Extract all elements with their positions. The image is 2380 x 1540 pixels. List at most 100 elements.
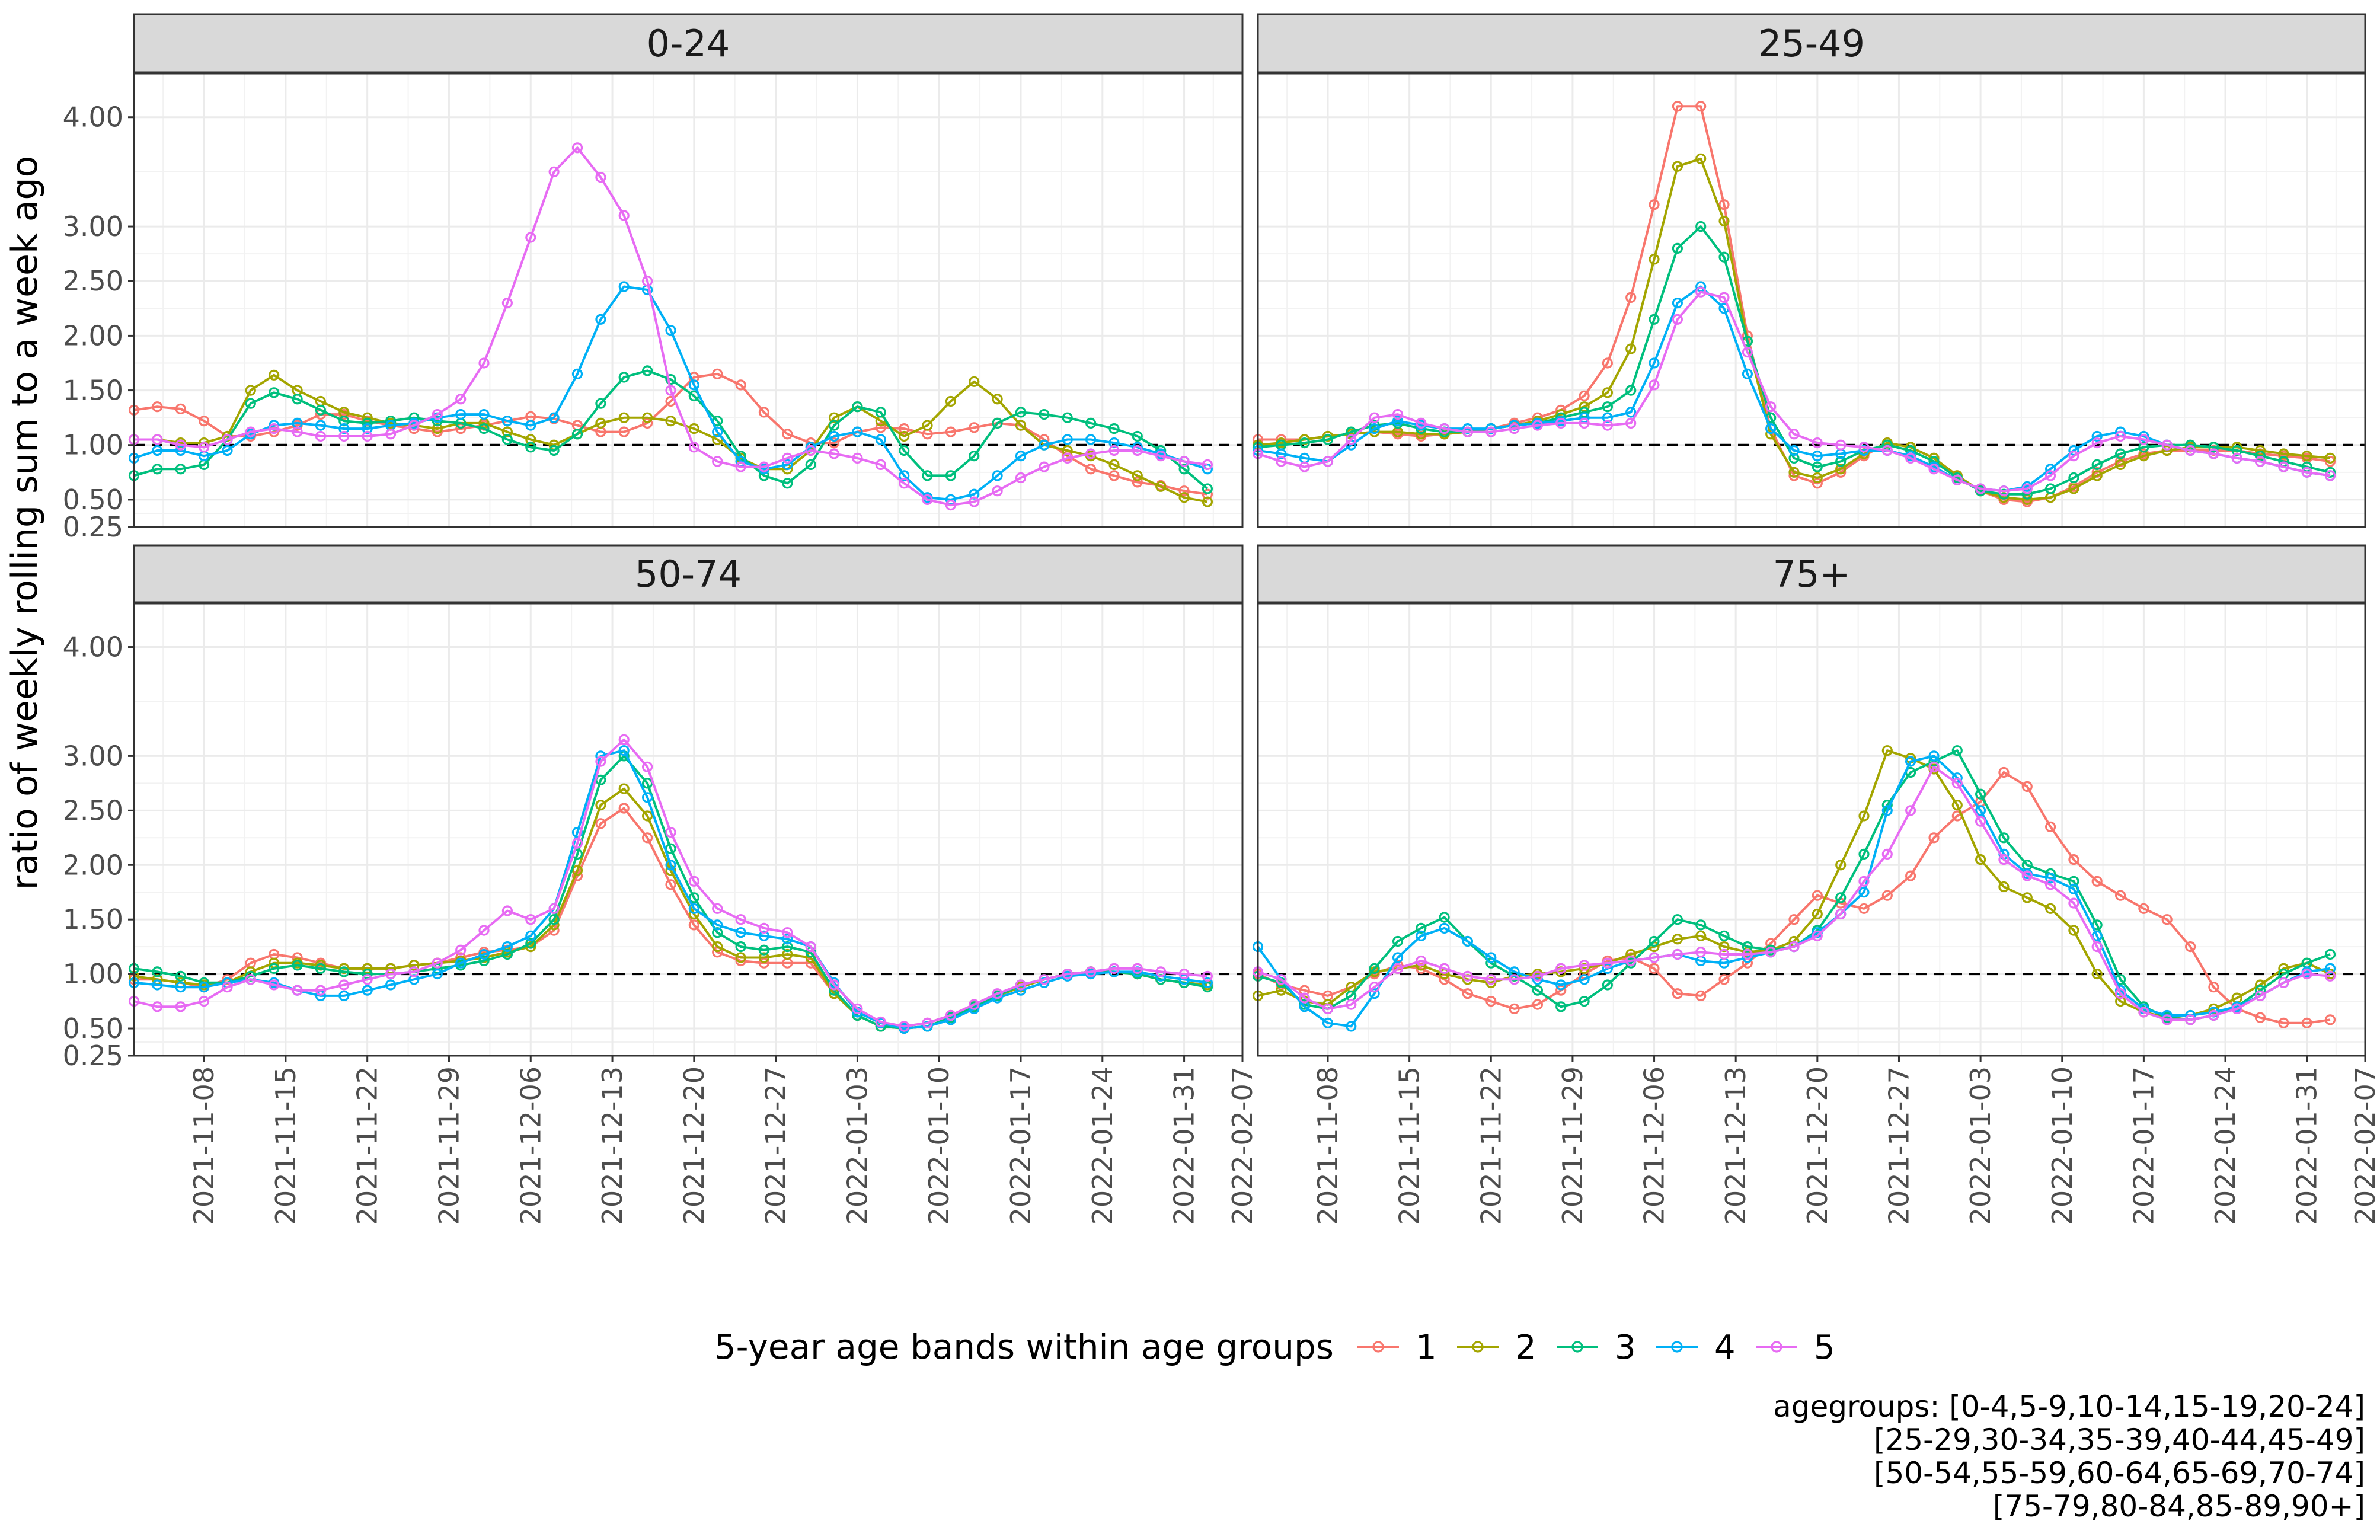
data-point — [525, 938, 536, 949]
data-point — [1462, 970, 1473, 982]
data-point — [922, 494, 933, 506]
data-point — [1155, 966, 1167, 977]
data-point — [1649, 963, 1660, 975]
data-point — [362, 974, 373, 985]
data-point — [1299, 985, 1310, 996]
data-point — [1858, 810, 1870, 822]
data-point — [595, 774, 606, 785]
data-point — [992, 988, 1003, 999]
x-tick-label: 2021-12-06 — [1638, 1066, 1670, 1225]
data-point — [899, 478, 910, 489]
data-point — [1602, 420, 1613, 431]
data-point — [1975, 816, 1986, 827]
data-point — [525, 434, 536, 445]
data-point — [1788, 467, 1800, 478]
data-point — [595, 417, 606, 429]
data-point — [1439, 423, 1450, 434]
data-point — [525, 232, 536, 243]
data-point — [1788, 914, 1800, 925]
data-point — [1462, 935, 1473, 947]
series-line — [134, 146, 1208, 507]
data-point — [1812, 890, 1823, 901]
data-point — [1346, 982, 1357, 993]
data-point — [899, 445, 910, 456]
data-point — [2324, 467, 2336, 478]
data-point — [782, 948, 793, 960]
data-point — [875, 422, 886, 433]
data-point — [292, 417, 303, 429]
data-point — [712, 941, 723, 953]
data-point — [1108, 963, 1120, 975]
series-line — [1257, 290, 2331, 493]
data-point — [828, 430, 840, 442]
data-point — [712, 368, 723, 380]
data-point — [2301, 968, 2312, 980]
strip-background — [133, 544, 1244, 603]
data-point — [525, 420, 536, 431]
data-point — [2324, 1014, 2336, 1025]
y-tick-label: 0.25 — [63, 1040, 123, 1072]
data-point — [245, 974, 256, 985]
caption-line: [25-29,30-34,35-39,40-44,45-49] — [1874, 1423, 2365, 1457]
data-point — [782, 941, 793, 953]
data-point — [1998, 832, 2010, 844]
x-tick-label: 2022-01-31 — [1168, 1066, 1200, 1225]
series-1 — [1252, 766, 2336, 1028]
data-point — [2185, 1014, 2196, 1025]
data-point — [2138, 451, 2149, 462]
data-point — [2138, 903, 2149, 914]
data-point — [688, 876, 699, 887]
data-point — [618, 426, 630, 437]
data-point — [1881, 848, 1893, 860]
data-point — [875, 407, 886, 418]
y-tick-label: 4.00 — [63, 631, 123, 663]
data-point — [735, 941, 746, 953]
series-line — [133, 749, 1208, 1030]
data-point — [1975, 805, 1986, 816]
data-point — [758, 944, 770, 956]
data-point — [852, 1003, 863, 1015]
data-point — [828, 412, 840, 423]
data-point — [1392, 963, 1404, 975]
legend-label: 2 — [1515, 1328, 1536, 1367]
data-point — [595, 314, 606, 325]
data-point — [899, 1021, 910, 1032]
data-point — [1788, 445, 1800, 456]
data-point — [385, 420, 397, 431]
data-point — [688, 892, 699, 903]
x-tick-label: 2021-12-20 — [1801, 1066, 1833, 1225]
data-point — [1602, 401, 1613, 413]
data-point — [828, 448, 840, 459]
data-point — [1178, 492, 1190, 503]
data-point — [338, 979, 350, 991]
data-point — [828, 420, 840, 431]
data-point — [2138, 1007, 2149, 1018]
data-point — [269, 369, 280, 381]
x-tick-label: 2022-01-03 — [1964, 1066, 1996, 1225]
data-point — [1555, 979, 1567, 991]
legend-key-marker — [1472, 1341, 1484, 1353]
data-point — [2324, 963, 2336, 975]
y-tick-label: 0.50 — [63, 1012, 123, 1044]
data-point — [852, 452, 863, 464]
data-point — [175, 464, 186, 475]
data-point — [1625, 343, 1637, 354]
data-point — [805, 445, 816, 456]
data-point — [1178, 464, 1190, 475]
data-point — [899, 430, 910, 442]
data-point — [1062, 968, 1073, 980]
data-point — [1108, 445, 1120, 456]
data-point — [362, 985, 373, 996]
x-tick-label: 2021-12-20 — [678, 1066, 710, 1225]
data-point — [2045, 492, 2056, 503]
data-point — [1928, 464, 1940, 475]
data-point — [478, 925, 490, 936]
data-point — [969, 422, 980, 433]
series-line — [1257, 225, 2331, 496]
y-tick-label: 3.00 — [63, 740, 123, 772]
y-tick-label: 2.00 — [63, 319, 123, 352]
legend: 5-year age bands within age groups 1 2 3 4 5 — [714, 1327, 1835, 1367]
data-point — [432, 423, 443, 434]
data-point — [1062, 434, 1073, 445]
